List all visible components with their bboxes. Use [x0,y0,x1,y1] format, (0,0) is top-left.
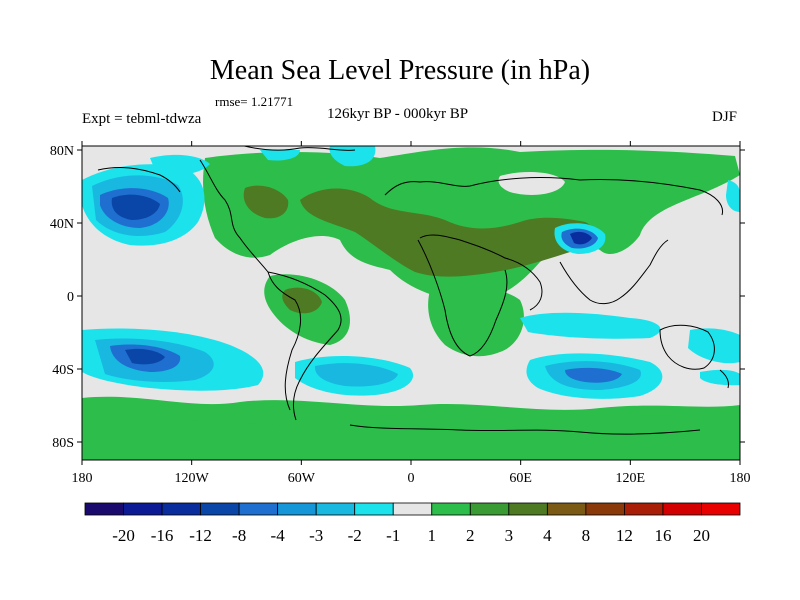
lon-tick-label: 120W [175,471,210,486]
legend-swatch [123,502,163,516]
legend-swatch [469,502,510,516]
eurasia-anomaly-darkgreen [300,188,594,277]
season-label: DJF [712,109,738,125]
legend-label: -4 [271,526,286,545]
antarctic-green-patch [120,419,740,460]
lat-tick-label: 80S [52,436,74,451]
coastlines [97,146,729,435]
legend-swatch [585,502,625,516]
south-pacific-low-deep [125,348,165,365]
lat-tick-label: 0 [67,290,74,305]
lat-tick-label: 80N [50,144,74,159]
rmse-label: rmse= 1.21771 [215,94,294,109]
legend-swatch [84,502,124,516]
legend-swatch [277,502,317,516]
north-pacific-low-deep [111,194,160,220]
legend-label: -1 [386,526,400,545]
legend-label: 20 [693,526,710,545]
legend-label: -2 [348,526,362,545]
legend-swatch [238,502,279,516]
legend-label: -3 [309,526,323,545]
legend-label: -16 [151,526,174,545]
south-atlantic-low-mid [314,363,398,387]
africa-anomaly-green [428,287,524,357]
legend-label: 1 [428,526,437,545]
legend-swatch [315,502,356,516]
legend-label: -12 [189,526,212,545]
lat-tick-label: 40N [50,217,74,232]
legend-swatch [546,502,587,516]
southern-ocean-cyan [700,369,740,386]
legend-swatch [701,502,741,516]
legend-label: -20 [112,526,135,545]
brazil-darkgreen [282,287,322,314]
map-field [82,146,740,460]
legend-swatch [392,502,433,516]
legend-swatch [161,502,201,516]
lat-tick-label: 40S [52,363,74,378]
lon-tick-label: 0 [408,471,415,486]
legend-label: 8 [582,526,591,545]
legend-label: 2 [466,526,475,545]
legend-swatch [200,502,240,516]
color-legend: -20 -16 -12 -8 -4 -3 -2 -1 1 2 3 4 8 12 16 20 [84,502,741,545]
legend-label: 16 [654,526,671,545]
legend-swatch [354,502,394,516]
map-axes: 180 120W 60W 0 60E 120E 180 80N 40N 0 40S 80S [50,141,751,486]
maritime-continent-cyan [520,312,661,339]
difference-label: 126kyr BP - 000kyr BP [327,106,469,122]
chart-title: Mean Sea Level Pressure (in hPa) [209,55,591,86]
legend-label: -8 [232,526,246,545]
legend-label: 12 [616,526,633,545]
lon-tick-label: 120E [616,471,646,486]
legend-label: 4 [543,526,552,545]
lon-tick-label: 180 [730,471,751,486]
tibet-low-core [570,231,592,245]
northern-land-anomaly-green [203,147,740,302]
legend-swatch [508,502,548,516]
experiment-label: Expt = tebml-tdwza [82,111,202,127]
n-atlantic-darkgreen [243,185,289,219]
legend-swatch [624,502,664,516]
arctic-cyan-patches [150,146,376,175]
lon-tick-label: 60W [288,471,316,486]
legend-label: 3 [505,526,514,545]
legend-swatch [662,502,702,516]
lon-tick-label: 180 [72,471,93,486]
east-atlantic-cyan [726,180,740,212]
indian-ocean-low-core [565,367,622,383]
lon-tick-label: 60E [509,471,532,486]
legend-swatch [431,502,471,516]
